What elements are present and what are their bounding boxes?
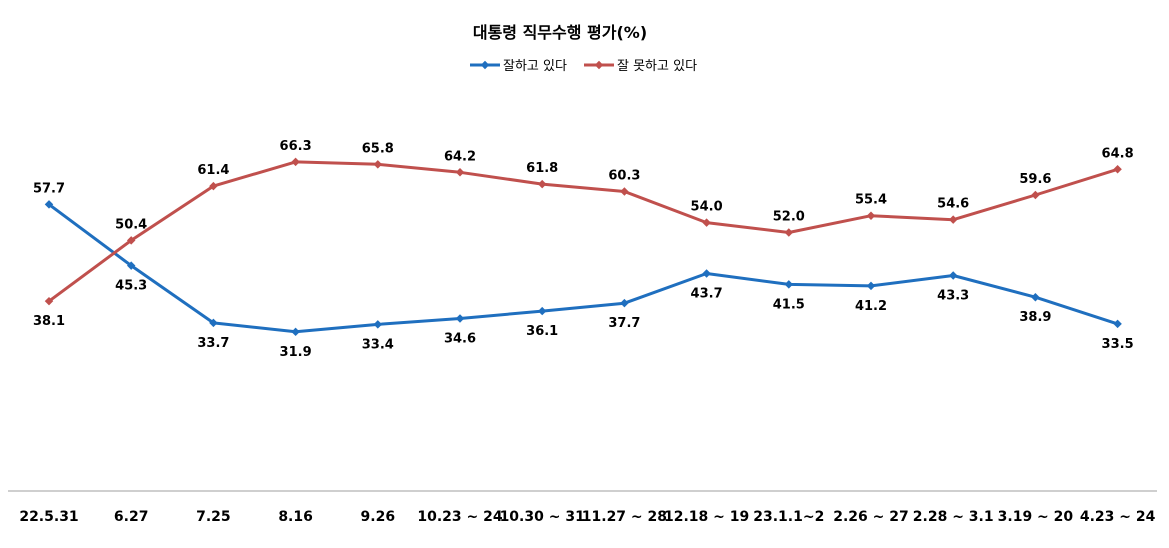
data-point-s1-8 <box>702 218 711 227</box>
legend: 잘하고 있다 잘 못하고 있다 <box>470 59 697 74</box>
x-tick-label-2: 7.25 <box>196 509 231 525</box>
series-line-1 <box>48 160 1119 303</box>
data-label-s1-6: 61.8 <box>526 161 558 176</box>
data-point-s1-7 <box>620 187 629 196</box>
data-point-s0-6 <box>537 306 547 316</box>
data-label-s0-10: 41.2 <box>855 299 887 314</box>
data-label-s1-3: 66.3 <box>280 139 312 154</box>
data-label-s0-13: 33.5 <box>1102 337 1134 352</box>
series-line-0 <box>48 203 1119 334</box>
data-label-s0-6: 36.1 <box>526 324 558 339</box>
data-point-s1-13 <box>1113 165 1122 174</box>
data-point-s1-9 <box>784 228 794 237</box>
x-tick-label-0: 22.5.31 <box>19 509 78 525</box>
x-tick-label-8: 12.18 ~ 19 <box>664 509 749 525</box>
data-point-s1-4 <box>373 160 383 169</box>
data-point-s1-12 <box>1031 190 1040 200</box>
series-layer <box>44 157 1122 337</box>
legend-label-poor: 잘 못하고 있다 <box>617 59 697 74</box>
data-label-s1-7: 60.3 <box>608 169 640 184</box>
x-tick-label-11: 2.28 ~ 3.1 <box>913 509 994 525</box>
data-point-s0-11 <box>948 271 958 280</box>
data-label-s1-4: 65.8 <box>362 141 394 156</box>
legend-label-well: 잘하고 있다 <box>503 59 567 74</box>
x-tick-label-9: 23.1.1~2 <box>753 509 824 525</box>
data-labels: 57.7 45.3 33.7 31.9 33.4 34.6 36.1 37.7 43.7 41.5… <box>33 139 1134 360</box>
data-label-s0-11: 43.3 <box>937 288 969 303</box>
data-point-s1-6 <box>537 179 547 189</box>
data-label-s1-13: 64.8 <box>1102 146 1134 161</box>
x-tick-label-5: 10.23 ~ 24 <box>417 509 503 525</box>
data-label-s0-2: 33.7 <box>197 336 229 351</box>
data-point-s1-10 <box>866 211 876 220</box>
data-label-s0-8: 43.7 <box>691 287 723 302</box>
x-tick-label-12: 3.19 ~ 20 <box>998 509 1074 525</box>
data-point-s0-10 <box>866 281 876 291</box>
data-point-s1-2 <box>209 181 218 191</box>
data-point-s1-0 <box>44 296 54 306</box>
data-label-s1-10: 55.4 <box>855 193 887 208</box>
data-point-s0-9 <box>784 280 794 289</box>
data-point-s0-0 <box>44 200 54 209</box>
data-label-s1-9: 52.0 <box>773 210 805 225</box>
data-label-s0-9: 41.5 <box>773 297 805 312</box>
chart-title: 대통령 직무수행 평가(%) <box>473 23 647 42</box>
x-tick-label-10: 2.26 ~ 27 <box>833 509 909 525</box>
x-tick-label-1: 6.27 <box>114 509 149 525</box>
x-tick-label-3: 8.16 <box>278 509 313 525</box>
data-point-s1-5 <box>455 168 465 177</box>
data-label-s1-12: 59.6 <box>1019 172 1051 187</box>
data-label-s0-0: 57.7 <box>33 181 65 196</box>
x-tick-label-4: 9.26 <box>361 509 396 525</box>
data-point-s0-13 <box>1113 319 1122 329</box>
data-label-s0-3: 31.9 <box>280 345 312 360</box>
data-point-s0-12 <box>1031 292 1040 302</box>
x-tick-label-13: 4.23 ~ 24 <box>1080 509 1156 525</box>
data-point-s0-4 <box>373 320 383 329</box>
data-label-s0-12: 38.9 <box>1019 310 1051 325</box>
data-point-s0-8 <box>702 269 711 278</box>
data-label-s1-1: 50.4 <box>115 217 147 232</box>
data-point-s0-1 <box>126 261 136 270</box>
x-tick-label-6: 10.30 ~ 31 <box>500 509 585 525</box>
data-label-s0-7: 37.7 <box>608 316 640 331</box>
data-point-s0-2 <box>209 318 218 328</box>
data-label-s0-5: 34.6 <box>444 331 476 346</box>
data-label-s1-0: 38.1 <box>33 314 65 329</box>
data-point-s1-1 <box>126 236 136 245</box>
data-label-s1-8: 54.0 <box>691 200 723 215</box>
data-point-s0-5 <box>455 314 465 323</box>
legend-marker-well <box>480 60 490 70</box>
data-label-s0-4: 33.4 <box>362 337 394 352</box>
x-tick-label-7: 11.27 ~ 28 <box>582 509 667 525</box>
data-point-s0-3 <box>291 327 300 337</box>
data-label-s0-1: 45.3 <box>115 279 147 294</box>
data-label-s1-5: 64.2 <box>444 149 476 164</box>
data-label-s1-2: 61.4 <box>197 163 229 178</box>
legend-marker-poor <box>594 60 604 70</box>
data-point-s0-7 <box>620 298 629 308</box>
data-point-s1-11 <box>948 215 958 224</box>
data-label-s1-11: 54.6 <box>937 197 969 212</box>
data-point-s1-3 <box>291 157 300 167</box>
